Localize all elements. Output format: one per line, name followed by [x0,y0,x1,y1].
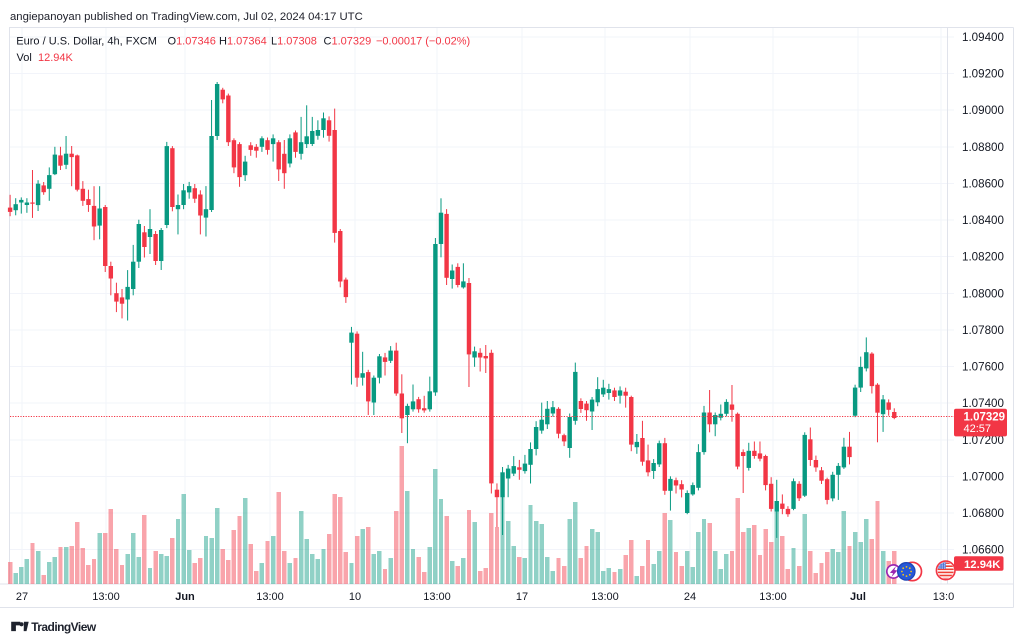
svg-text:O1.07346: O1.07346 [168,36,216,48]
svg-text:Jun: Jun [175,591,195,603]
svg-text:H1.07364: H1.07364 [219,36,267,48]
svg-text:Vol: Vol [17,52,32,64]
svg-text:12.94K: 12.94K [964,559,1001,571]
svg-text:1.07000: 1.07000 [962,470,1004,483]
svg-text:24: 24 [684,591,696,603]
svg-text:L1.07308: L1.07308 [271,36,317,48]
svg-text:13:00: 13:00 [423,591,451,603]
svg-text:1.07200: 1.07200 [962,434,1004,447]
svg-text:−0.00017 (−0.02%): −0.00017 (−0.02%) [376,36,470,48]
svg-text:1.07800: 1.07800 [962,324,1004,337]
svg-text:1.07329: 1.07329 [964,412,1006,424]
svg-text:1.09400: 1.09400 [962,31,1004,44]
svg-text:13:00: 13:00 [591,591,619,603]
svg-text:42:57: 42:57 [964,423,992,435]
svg-text:17: 17 [516,591,528,603]
svg-text:13:00: 13:00 [92,591,120,603]
svg-text:1.07600: 1.07600 [962,361,1004,374]
svg-text:1.09200: 1.09200 [962,68,1004,81]
svg-text:1.08600: 1.08600 [962,178,1004,191]
svg-text:13:00: 13:00 [256,591,284,603]
svg-text:Euro / U.S. Dollar, 4h, FXCM: Euro / U.S. Dollar, 4h, FXCM [16,36,157,48]
svg-text:1.09000: 1.09000 [962,104,1004,117]
svg-text:1.08000: 1.08000 [962,287,1004,300]
svg-text:12.94K: 12.94K [38,52,74,64]
svg-text:10: 10 [349,591,361,603]
svg-text:1.06600: 1.06600 [962,544,1004,557]
svg-text:1.08200: 1.08200 [962,251,1004,264]
svg-text:1.08400: 1.08400 [962,214,1004,227]
svg-text:C1.07329: C1.07329 [324,36,372,48]
svg-text:27: 27 [16,591,28,603]
svg-text:TradingView: TradingView [31,620,97,634]
svg-text:Jul: Jul [850,591,866,603]
svg-text:13:0: 13:0 [933,591,954,603]
svg-text:1.08800: 1.08800 [962,141,1004,154]
svg-text:13:00: 13:00 [759,591,787,603]
svg-text:1.06800: 1.06800 [962,507,1004,520]
svg-text:angiepanoyan published on Trad: angiepanoyan published on TradingView.co… [10,11,363,23]
svg-text:1.07400: 1.07400 [962,397,1004,410]
